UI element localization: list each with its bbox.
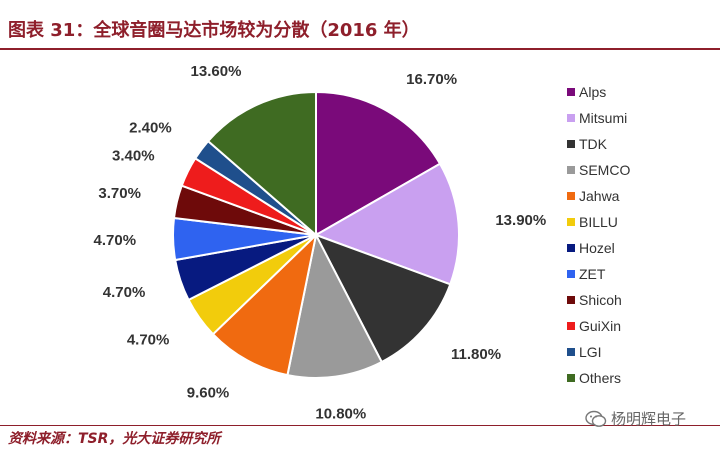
legend-swatch: [567, 140, 575, 148]
chart-title: 图表 31：全球音圈马达市场较为分散（2016 年）: [8, 20, 420, 41]
legend-label: ZET: [579, 266, 606, 282]
legend-item-jahwa: Jahwa: [567, 183, 630, 209]
source-note: 资料来源：TSR，光大证券研究所: [8, 431, 221, 447]
legend-label: Alps: [579, 84, 607, 100]
source-divider: [0, 425, 720, 426]
pie-slice-others: [206, 90, 317, 238]
legend-swatch: [567, 166, 575, 174]
data-label-jahwa: 9.60%: [187, 385, 230, 402]
legend-swatch: [567, 192, 575, 200]
legend-label: GuiXin: [579, 318, 622, 334]
data-label-mitsumi: 13.90%: [495, 212, 546, 229]
pie-slice-jahwa: [211, 232, 318, 377]
legend-swatch: [567, 296, 575, 304]
data-label-semco: 10.80%: [315, 405, 366, 422]
data-label-shicoh: 3.70%: [98, 185, 141, 202]
legend-swatch: [567, 218, 575, 226]
legend-item-guixin: GuiXin: [567, 313, 630, 339]
legend-label: BILLU: [579, 214, 618, 230]
legend-swatch: [567, 348, 575, 356]
data-label-hozel: 4.70%: [103, 284, 146, 301]
legend-item-others: Others: [567, 365, 630, 391]
legend-item-lgi: LGI: [567, 339, 630, 365]
watermark-text: 杨明辉电子: [611, 410, 687, 428]
legend-label: Shicoh: [579, 292, 622, 308]
data-label-billu: 4.70%: [127, 331, 170, 348]
pie-chart: 16.70% 13.90% 11.80% 10.80% 9.60% 4.70% 4.70% 4…: [94, 63, 547, 422]
legend-label: SEMCO: [579, 162, 631, 178]
data-label-zet: 4.70%: [94, 232, 137, 249]
pie-slice-mitsumi: [313, 162, 460, 286]
data-label-lgi: 2.40%: [129, 119, 172, 136]
legend-item-billu: BILLU: [567, 209, 630, 235]
legend-item-semco: SEMCO: [567, 157, 630, 183]
legend-swatch: [567, 322, 575, 330]
legend-label: Jahwa: [579, 188, 620, 204]
legend-swatch: [567, 88, 575, 96]
data-label-tdk: 11.80%: [451, 346, 501, 363]
legend-item-hozel: Hozel: [567, 235, 630, 261]
chart-legend: Alps Mitsumi TDK SEMCO Jahwa BILLU Hozel ZET Shi…: [567, 79, 630, 391]
legend-label: LGI: [579, 344, 602, 360]
data-label-guixin: 3.40%: [112, 147, 155, 164]
pie-slice-tdk: [313, 233, 452, 364]
data-label-alps: 16.70%: [406, 71, 457, 88]
wechat-icon: [585, 410, 607, 427]
legend-item-tdk: TDK: [567, 131, 630, 157]
pie-slice-alps: [315, 90, 442, 237]
legend-item-alps: Alps: [567, 79, 630, 105]
legend-label: Hozel: [579, 240, 615, 256]
legend-item-mitsumi: Mitsumi: [567, 105, 630, 131]
legend-swatch: [567, 270, 575, 278]
legend-label: TDK: [579, 136, 607, 152]
legend-swatch: [567, 374, 575, 382]
legend-label: Others: [579, 370, 622, 386]
title-divider: [0, 48, 720, 50]
data-label-others: 13.60%: [191, 63, 242, 80]
watermark: 杨明辉电子: [585, 408, 686, 429]
legend-item-shicoh: Shicoh: [567, 287, 630, 313]
legend-label: Mitsumi: [579, 110, 628, 126]
pie-slice-semco: [286, 232, 384, 379]
legend-swatch: [567, 114, 575, 122]
legend-swatch: [567, 244, 575, 252]
legend-item-zet: ZET: [567, 261, 630, 287]
